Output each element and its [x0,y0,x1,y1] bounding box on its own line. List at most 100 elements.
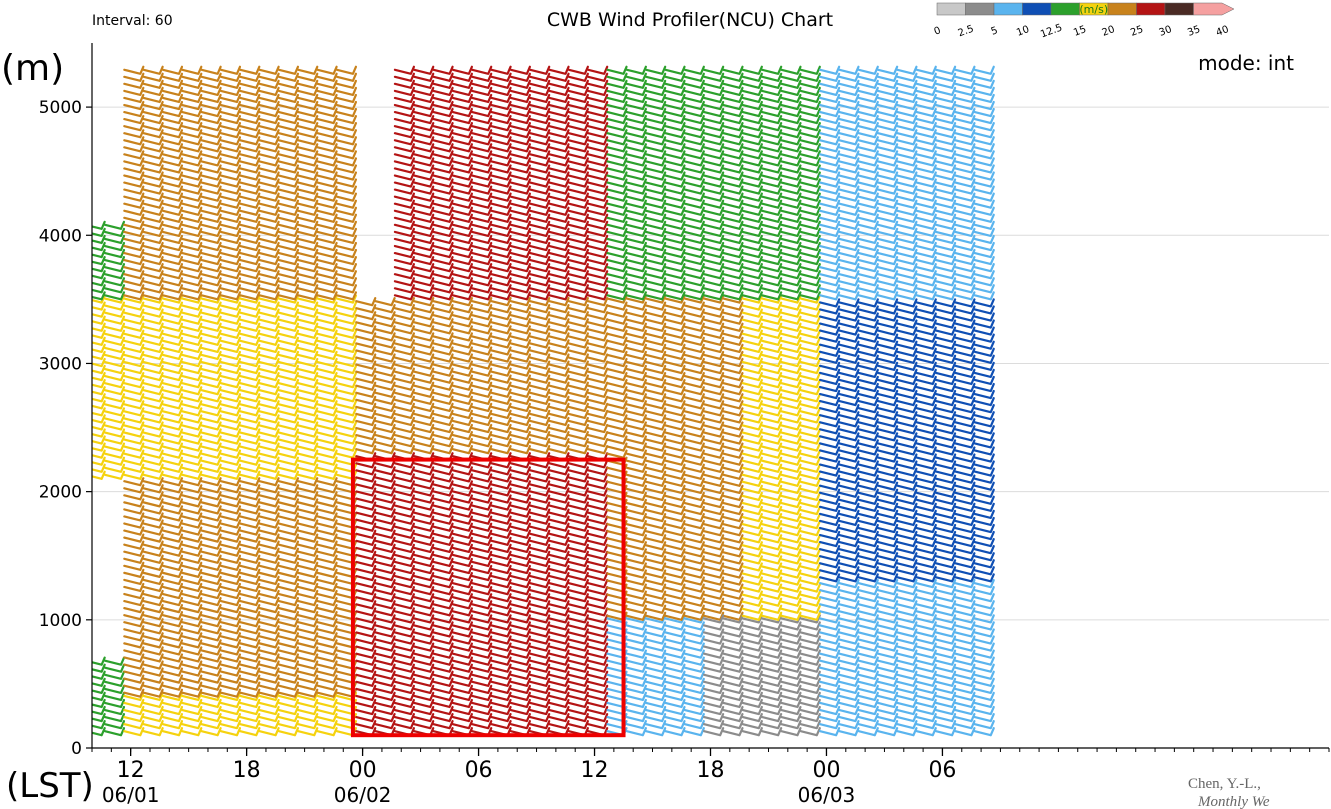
wind-barb [664,421,686,431]
wind-barb [877,86,899,97]
wind-barb [490,649,512,659]
wind-barb [819,171,841,181]
wind-barb [297,674,319,684]
wind-barb [625,720,647,730]
wind-barb [915,136,937,146]
wind-barb [316,192,338,202]
wind-barb [954,199,976,209]
wind-barb [451,409,473,420]
wind-barb [761,291,783,301]
wind-barb [103,379,126,389]
wind-barb [838,79,860,89]
wind-barb [896,460,918,470]
wind-barb [393,291,416,301]
wind-barb [645,677,667,687]
wind-barb [722,343,744,354]
wind-barb [935,368,957,379]
wind-barb [393,100,416,111]
wind-barb [703,129,725,139]
wind-barb [200,533,222,543]
wind-barb [335,115,358,125]
wind-barb [799,569,821,579]
wind-barb [529,628,551,638]
wind-barb [548,642,570,652]
wind-barb [625,143,647,153]
wind-barb [973,579,995,589]
wind-barb [219,632,242,642]
wind-barb [161,456,184,466]
wind-barb [606,136,628,146]
wind-barb [722,720,744,730]
wind-barb [509,466,531,476]
wind-barb [799,428,821,438]
wind-barb [161,449,184,459]
wind-barb [741,670,763,680]
wind-barb [625,712,647,723]
wind-barb [509,614,531,624]
wind-barb [606,364,628,375]
wind-barb [161,660,184,670]
wind-barb [142,72,164,82]
wind-barb [761,234,783,245]
wind-barb [973,727,995,737]
wind-barb [490,522,512,532]
wind-barb [161,213,184,223]
wind-barb [219,561,242,571]
wind-barb [451,325,473,335]
wind-barb [200,526,222,536]
wind-barb [683,720,705,730]
wind-barb [161,639,184,649]
wind-barb [548,677,570,687]
wind-barb [722,393,744,403]
wind-barb [915,86,937,97]
wind-barb [277,178,300,188]
wind-barb [973,607,995,617]
wind-barb [181,393,203,403]
wind-barb [181,491,203,501]
wind-barb [664,590,686,600]
wind-barb [625,100,647,111]
wind-barb [838,122,860,132]
wind-barb [857,439,879,449]
wind-barb [297,164,319,174]
wind-barb [123,386,145,396]
wind-barb [432,164,454,174]
wind-barb [316,604,338,614]
wind-barb [896,614,918,624]
wind-barb [471,564,493,575]
wind-barb [161,407,184,417]
wind-barb [819,185,841,195]
wind-barb [161,526,184,536]
wind-barb [587,522,609,532]
wind-barb [161,234,184,245]
wind-barb [161,107,184,118]
wind-barb [625,698,647,709]
wind-barb [664,143,686,153]
wind-barb [142,428,164,438]
wind-barb [239,505,261,515]
wind-barb [819,122,841,132]
wind-barb [316,150,338,160]
wind-barb [877,333,899,343]
wind-barb [509,150,531,160]
wind-barb [335,386,358,396]
wind-barb [413,178,435,188]
wind-barb [200,234,222,245]
wind-barb [954,432,976,442]
wind-barb [645,100,667,111]
wind-barb [703,115,725,125]
wind-barb [548,388,570,398]
wind-barb [393,367,416,377]
wind-barb [722,534,744,544]
wind-barb [625,277,647,287]
wind-barb [142,449,164,459]
wind-barb [161,294,184,304]
wind-barb [161,86,184,97]
wind-barb [161,519,184,529]
wind-barb [374,381,396,391]
wind-barb [181,171,203,181]
wind-barb [567,122,589,132]
wind-barb [915,404,937,414]
wind-barb [819,621,841,631]
wind-barb [181,143,203,153]
